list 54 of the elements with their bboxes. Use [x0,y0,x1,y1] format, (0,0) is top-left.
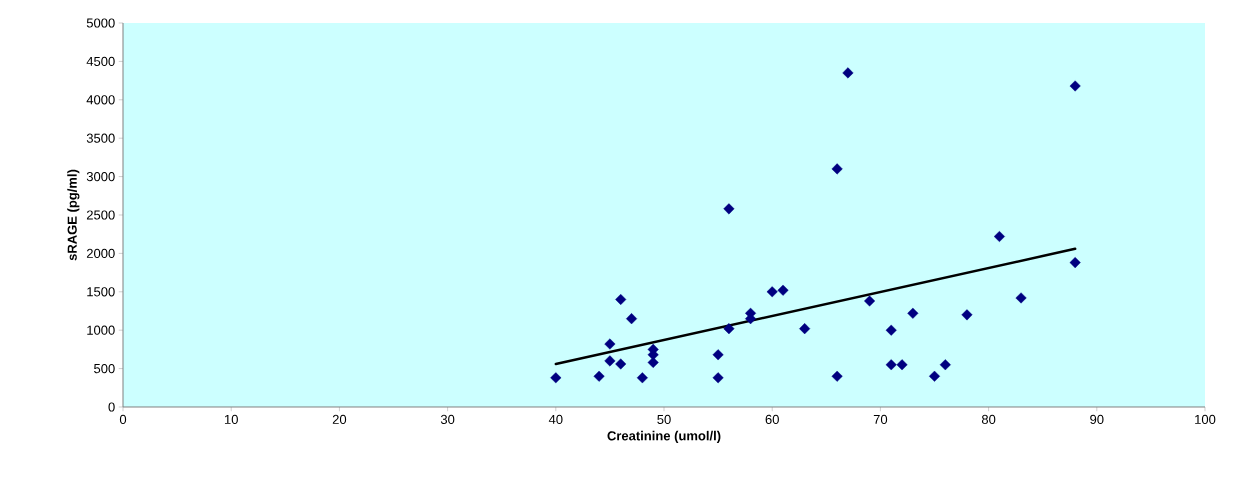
y-tick-label: 0 [108,402,115,412]
point [939,359,951,371]
point [712,372,724,384]
point [712,349,724,361]
point [864,295,876,307]
x-tick-label: 70 [873,414,888,424]
y-tick-label: 1000 [87,325,115,335]
y-tick-label: 3500 [86,133,115,143]
point [842,67,854,79]
x-tick-label: 0 [119,414,127,424]
y-tick-label: 4000 [86,95,115,105]
point [723,203,735,215]
x-tick-label: 40 [548,414,563,424]
y-axis-title: sRAGE (pg/ml) [67,169,80,261]
point [799,323,811,335]
point [604,355,616,367]
x-tick-label: 30 [440,414,455,424]
point [831,163,843,175]
point [723,323,735,335]
point [550,372,562,384]
y-tick-label: 4500 [86,56,115,66]
point [636,372,648,384]
point [777,284,789,296]
x-tick-label: 90 [1090,414,1104,424]
point [961,309,973,321]
x-tick-label: 80 [981,414,996,424]
x-axis-title: Creatinine (umol/l) [607,430,721,443]
y-tick-label: 500 [94,363,115,374]
point [1015,292,1027,304]
point [626,313,638,325]
point [929,370,941,382]
point [615,358,627,370]
point [766,286,778,298]
point [1069,257,1081,269]
point [896,359,908,371]
point [1069,80,1081,92]
x-tick-label: 60 [765,414,779,424]
y-tick-label: 3000 [86,171,115,182]
point [615,293,627,305]
x-tick-label: 100 [1195,414,1216,424]
point [885,359,897,371]
x-tick-label: 20 [332,414,347,424]
y-tick-label: 5000 [86,18,115,28]
point [593,370,605,382]
point [604,338,616,350]
point [885,324,897,336]
y-tick-label: 1500 [87,287,115,297]
y-tick-label: 2500 [86,210,115,220]
point [907,307,919,319]
y-tick-label: 2000 [86,248,115,258]
x-tick-label: 10 [224,414,238,424]
point [831,370,843,382]
point [993,230,1005,242]
x-tick-label: 50 [657,414,671,424]
